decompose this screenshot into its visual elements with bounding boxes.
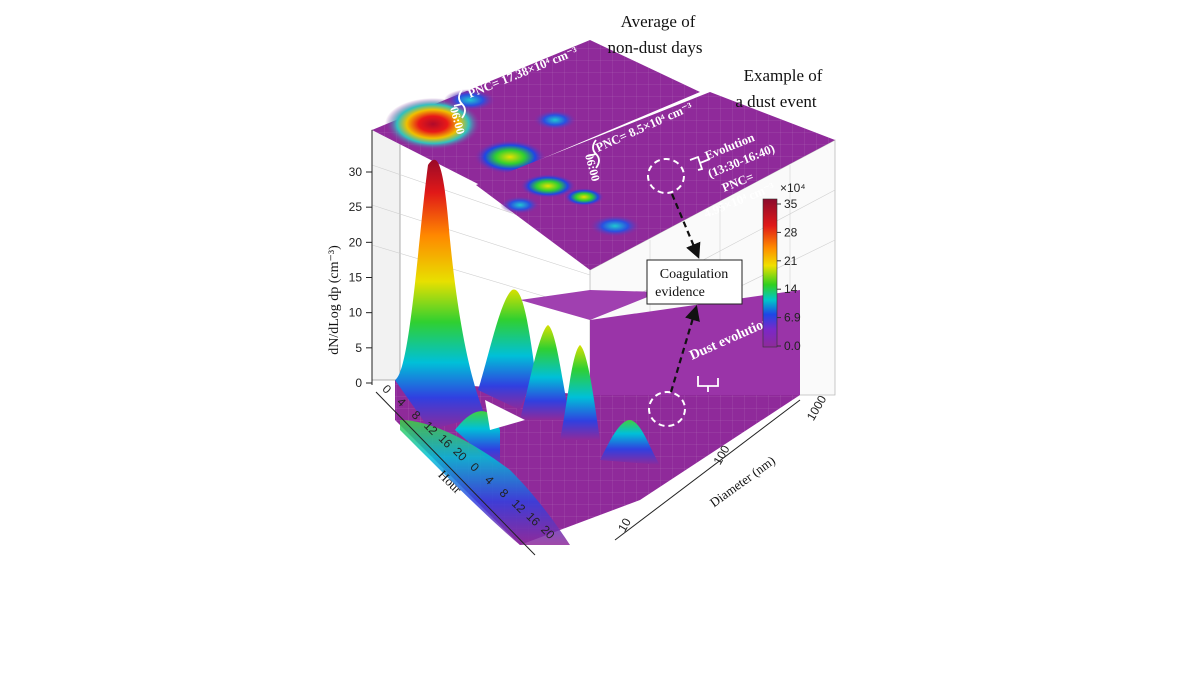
colorbar: ×10⁴ 35 28 21 14 6.9 0.0	[762, 181, 806, 353]
time-0600-nondust: 06:00	[447, 105, 468, 136]
colorbar-tick-label: 35	[784, 197, 798, 211]
label-average-nondust-2: non-dust days	[608, 38, 703, 57]
colorbar-tick-label: 6.9	[784, 311, 801, 325]
surface-peaks	[395, 159, 660, 545]
evolution-circle-bottom	[648, 391, 686, 427]
annotations-black: Average of non-dust days Example of a du…	[608, 12, 823, 111]
coagulation-annotation: Coagulation evidence	[646, 193, 743, 393]
colorbar-gradient	[762, 198, 778, 348]
arrow-up-to-box	[669, 305, 700, 393]
label-average-nondust-1: Average of	[621, 12, 696, 31]
coagulation-line-2: evidence	[655, 285, 705, 300]
z-tick-label: 25	[349, 200, 363, 214]
peak-nondust-secondary	[478, 289, 535, 410]
heatmap-dust-event	[476, 92, 835, 270]
coagulation-line-1: Coagulation	[660, 267, 728, 282]
peak-nondust-main	[395, 159, 485, 431]
arrow-down-to-box	[670, 193, 701, 259]
z-tick-label: 5	[355, 341, 362, 355]
z-tick-label: 10	[349, 306, 363, 320]
z-tick-label: 15	[349, 271, 363, 285]
z-tick-label: 0	[355, 376, 362, 390]
peak-dust-main	[520, 325, 570, 420]
hour-tick-label: 0	[380, 382, 395, 397]
peak-dust-secondary	[560, 345, 600, 440]
colorbar-tick-label: 14	[784, 282, 798, 296]
diameter-tick-label: 1000	[804, 393, 830, 423]
z-tick-label: 30	[349, 165, 363, 179]
diameter-tick-label: 10	[615, 515, 634, 534]
coagulation-box	[646, 259, 743, 305]
z-tick-label: 20	[349, 235, 363, 249]
evolution-circle-top	[647, 158, 685, 194]
colorbar-multiplier: ×10⁴	[780, 181, 806, 195]
colorbar-tick-label: 21	[784, 254, 798, 268]
colorbar-tick-label: 28	[784, 225, 798, 239]
colorbar-tick-label: 0.0	[784, 339, 801, 353]
label-dust-event-1: Example of	[744, 66, 823, 85]
label-dust-event-2: a dust event	[735, 92, 816, 111]
z-axis: 0 5 10 15 20 25 30 dN/dLog dp (cm⁻³)	[327, 130, 373, 390]
heatmap-hotspot-main	[385, 98, 481, 150]
z-axis-label: dN/dLog dp (cm⁻³)	[327, 245, 342, 355]
